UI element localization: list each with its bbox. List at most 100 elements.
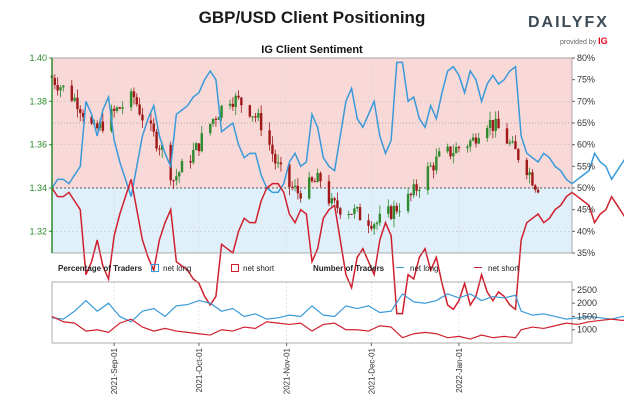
candle-body [494, 118, 497, 131]
candle-body [209, 123, 212, 134]
pct-tick-label: 35% [577, 248, 595, 258]
long-zone-fill [52, 188, 572, 253]
candle-body [299, 193, 302, 199]
candle-body [234, 95, 237, 107]
pct-tick-label: 75% [577, 75, 595, 85]
candle-body [452, 153, 455, 157]
candle-body [333, 198, 336, 201]
candle-body [254, 116, 257, 118]
candle-body [536, 189, 540, 193]
candle-body [56, 84, 59, 91]
candle-body [415, 184, 418, 191]
candle-body [189, 161, 192, 163]
candle-body [466, 146, 469, 149]
legend-num-long-label: net long [410, 264, 439, 273]
num-short-line [51, 315, 624, 340]
price-tick-label: 1.38 [29, 96, 47, 106]
price-tick-label: 1.34 [29, 183, 47, 193]
candle-body [469, 140, 472, 147]
candle-body [426, 166, 430, 191]
candle-body [237, 95, 240, 98]
pct-tick-label: 70% [577, 96, 595, 106]
candle-body [149, 120, 153, 124]
candle-body [372, 224, 376, 229]
date-tick-label: 2021-Oct-01 [195, 347, 204, 392]
candle-body [231, 103, 235, 107]
date-tick-label: 2021-Sep-01 [110, 347, 119, 394]
candle-body [200, 133, 203, 152]
candle-body [228, 103, 232, 106]
candle-body [214, 118, 218, 120]
candle-body [217, 117, 220, 120]
candle-body [79, 109, 82, 113]
date-tick-label: 2022-Jan-01 [455, 347, 464, 392]
legend-swatch-short [231, 264, 239, 272]
candle-body [73, 97, 76, 101]
candle-body [491, 120, 495, 131]
candle-body [240, 97, 243, 106]
legend-pct-short-label: net short [243, 264, 275, 273]
date-tick-label: 2021-Nov-01 [283, 347, 292, 394]
candle-body [505, 128, 509, 144]
candle-body [172, 180, 175, 182]
legend-pct-long: net long [151, 264, 191, 273]
candle-body [175, 176, 178, 181]
candle-body [197, 143, 201, 152]
candle-body [370, 225, 373, 229]
price-tick-label: 1.36 [29, 140, 47, 150]
count-tick-label: 2500 [577, 285, 597, 295]
trader-count-panel [51, 281, 624, 344]
candle-body [367, 220, 370, 226]
legend-percentage-label: Percentage of Traders [58, 264, 143, 273]
candle-body [358, 207, 362, 221]
candle-body [418, 190, 421, 192]
candle-body [62, 85, 65, 88]
candle-body [293, 185, 297, 188]
legend-swatch-long [151, 264, 159, 272]
candle-body [409, 193, 413, 196]
candle-body [339, 208, 342, 215]
pct-tick-label: 60% [577, 140, 595, 150]
candle-body [392, 205, 396, 220]
candle-body [313, 181, 317, 183]
candle-body [488, 120, 492, 128]
candle-body [310, 177, 314, 182]
candle-body [514, 141, 517, 150]
candle-body [288, 164, 291, 187]
candle-body [437, 151, 441, 157]
candle-body [132, 91, 136, 98]
candle-body [118, 107, 122, 109]
candle-body [378, 213, 382, 223]
price-tick-label: 1.32 [29, 226, 47, 236]
candle-body [387, 206, 390, 214]
candle-body [112, 108, 116, 111]
pct-tick-label: 65% [577, 118, 595, 128]
candle-body [138, 104, 141, 115]
candle-body [96, 123, 99, 129]
candle-body [121, 107, 124, 109]
candle-body [528, 172, 531, 176]
candle-body [375, 222, 379, 225]
candle-body [435, 156, 438, 171]
candle-body [251, 116, 254, 118]
candle-body [155, 131, 158, 149]
brand-tagline: provided by IG [560, 36, 608, 46]
candle-body [525, 159, 528, 176]
candle-body [158, 148, 161, 150]
brand-name: DAILYFX [528, 14, 609, 31]
candlesticks [50, 70, 540, 236]
num-long-line [51, 293, 624, 323]
candle-body [220, 105, 223, 118]
axes: 1.40 1.38 1.36 1.34 1.32 80% 75% 70% 65% 60% 55% 50… [29, 53, 597, 394]
candle-body [271, 144, 274, 155]
candle-body [534, 185, 537, 190]
legend-pct-long-label: net long [163, 264, 192, 273]
candle-body [474, 137, 478, 144]
candle-body [477, 138, 480, 144]
candle-body [135, 97, 138, 105]
legend-num-long: net long [396, 264, 438, 273]
candle-body [347, 213, 350, 215]
candle-body [70, 85, 73, 101]
candle-body [511, 141, 514, 143]
